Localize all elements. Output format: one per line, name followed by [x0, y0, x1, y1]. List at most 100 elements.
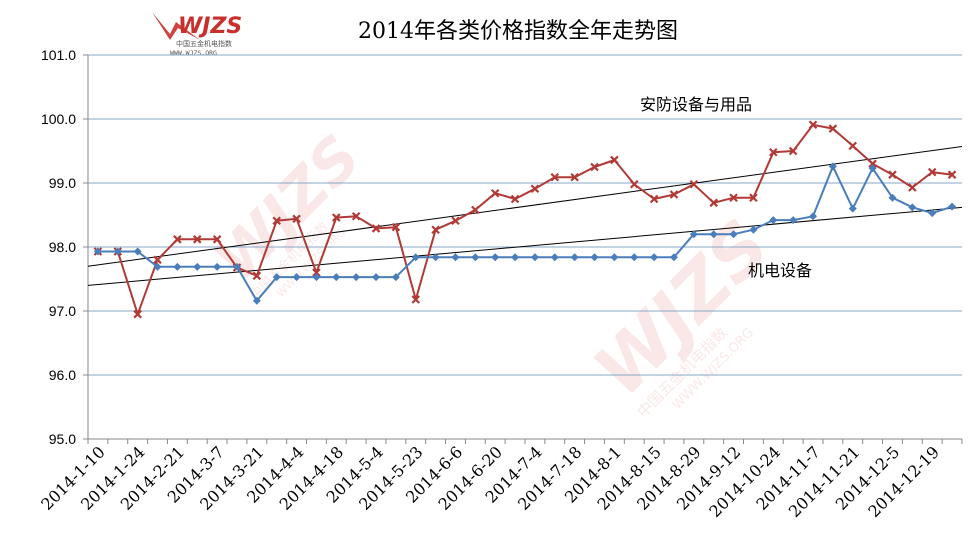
- series-1-point-24: [570, 253, 579, 262]
- series-1-point-33: [749, 225, 758, 234]
- series-0-point-16: [411, 295, 421, 304]
- y-tick-label-2: 97.0: [49, 303, 76, 319]
- y-axis-ticks: 95.0 96.0 97.0 98.0 99.0 100.0 101.0: [41, 47, 88, 447]
- series-0-point-22: [530, 184, 540, 194]
- series-0-point-11: [312, 268, 321, 277]
- series-1-point-14: [372, 273, 381, 282]
- series-0-point-12: [332, 213, 341, 222]
- series-0-point-35: [788, 146, 798, 156]
- series-1-point-7: [232, 262, 241, 271]
- series-1-point-34: [769, 216, 778, 225]
- series-0-point-43: [947, 170, 957, 179]
- series-0-point-27: [629, 180, 639, 189]
- series-1-point-28: [650, 253, 659, 262]
- x-axis-ticks: 2014-1-102014-1-242014-2-212014-3-72014-…: [37, 439, 963, 521]
- trendline-0: [87, 146, 963, 267]
- logo-url: WWW.WJZS.ORG: [170, 49, 217, 57]
- series-1-point-22: [530, 253, 539, 262]
- series-0-point-34: [769, 148, 778, 157]
- series-1-point-2: [133, 247, 142, 256]
- series-1-point-12: [332, 273, 341, 282]
- series-1-point-25: [590, 253, 599, 262]
- series-0-point-24: [570, 172, 579, 182]
- series-1-point-19: [471, 253, 480, 262]
- series-1-point-17: [431, 253, 440, 262]
- series-0-point-32: [729, 193, 738, 202]
- y-tick-label-6: 101.0: [41, 47, 76, 63]
- series-1-point-6: [213, 262, 222, 271]
- series-1-point-30: [689, 230, 698, 239]
- series-1-point-35: [789, 216, 798, 225]
- series-1-point-43: [948, 202, 957, 211]
- series-0-point-41: [908, 183, 917, 192]
- series-0-point-3: [153, 255, 162, 265]
- series-1-point-0: [93, 247, 102, 256]
- series-1-point-1: [113, 247, 122, 256]
- series-0-point-26: [610, 155, 619, 165]
- series-0-point-39: [868, 159, 877, 169]
- series-0-point-19: [471, 205, 480, 215]
- series-0-point-37: [828, 124, 838, 133]
- series-0-point-5: [192, 235, 202, 244]
- series-1-point-36: [809, 212, 818, 221]
- series-1-point-42: [928, 209, 937, 218]
- series-0-point-31: [709, 198, 718, 208]
- series-1-point-18: [451, 253, 460, 262]
- series-0-point-21: [510, 194, 520, 204]
- series-0-point-14: [371, 224, 381, 233]
- series-1-point-10: [292, 273, 301, 282]
- series-1-point-26: [610, 253, 619, 262]
- series-0-point-25: [590, 162, 599, 172]
- series-1-point-20: [491, 253, 500, 262]
- series-0-point-40: [888, 170, 897, 179]
- series-1-point-32: [729, 230, 738, 239]
- series-0-point-20: [490, 188, 500, 198]
- series-0-point-28: [649, 194, 659, 204]
- series-1-point-5: [193, 262, 202, 271]
- logo-subtitle: 中国五金机电指数: [176, 39, 232, 48]
- series-1-point-4: [173, 262, 182, 271]
- series-1-point-27: [630, 253, 639, 262]
- series-1-point-23: [550, 253, 559, 262]
- series-1-point-38: [848, 204, 857, 213]
- series-1-point-15: [391, 273, 400, 282]
- series-0-point-30: [689, 180, 699, 189]
- series-0-point-2: [133, 309, 142, 319]
- y-tick-label-3: 98.0: [49, 239, 76, 255]
- series-1-point-8: [252, 296, 261, 305]
- chart-title: 2014年各类价格指数全年走势图: [358, 19, 678, 44]
- series-1-point-3: [153, 262, 162, 271]
- series-0-point-33: [749, 193, 758, 202]
- series-1-point-39: [868, 164, 877, 173]
- series-0-point-18: [451, 216, 460, 226]
- trendline-1: [87, 206, 963, 286]
- series-0-point-29: [669, 190, 679, 199]
- series-1-point-31: [709, 230, 718, 239]
- series-1-point-16: [411, 253, 420, 262]
- series-0-point-15: [391, 222, 401, 232]
- series-0-point-10: [292, 214, 301, 224]
- logo-swoosh-icon: [152, 12, 200, 40]
- series-0-point-6: [212, 235, 222, 244]
- series-label-electromechanical: 机电设备: [748, 261, 812, 280]
- series-0-point-9: [272, 216, 281, 226]
- trendlines: [87, 146, 963, 286]
- series-0-point-13: [351, 212, 361, 221]
- gridlines: [88, 54, 962, 376]
- series-1-point-13: [352, 273, 361, 282]
- series: [93, 120, 957, 319]
- series-1-point-37: [828, 162, 837, 171]
- logo-mark: WJZS: [178, 14, 242, 39]
- series-0-point-17: [431, 225, 440, 234]
- y-tick-label-5: 100.0: [41, 111, 76, 127]
- y-tick-label-4: 99.0: [49, 175, 76, 191]
- series-1-point-11: [312, 273, 321, 282]
- series-line-0: [97, 123, 953, 316]
- series-0-point-4: [173, 235, 182, 244]
- y-tick-label-1: 96.0: [49, 367, 76, 383]
- wjzs-logo: WJZS 中国五金机电指数 WWW.WJZS.ORG: [152, 12, 242, 57]
- series-0-point-36: [808, 120, 818, 130]
- series-label-security: 安防设备与用品: [640, 95, 752, 114]
- series-1-point-9: [272, 273, 281, 282]
